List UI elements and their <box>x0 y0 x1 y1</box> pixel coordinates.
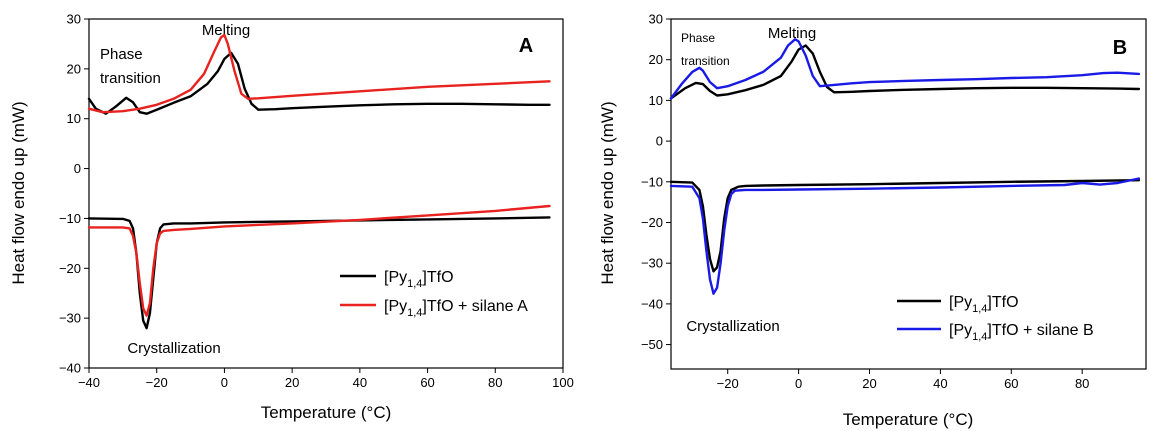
chart-panel-B: −20 0 20 40 60 80 −50 −40 −30 −20 −10 0 10 20 30 Temper… <box>598 12 1147 429</box>
x-tick-label: 80 <box>488 375 502 390</box>
x-tick-label: 0 <box>221 375 228 390</box>
y-axis-label: Heat flow endo up (mW) <box>9 101 28 284</box>
series-line-2-heating <box>669 38 1141 100</box>
x-tick-label: 100 <box>552 375 574 390</box>
y-tick-label: −10 <box>641 174 663 189</box>
x-tick-label: −20 <box>717 376 739 391</box>
plot-frame <box>670 18 1147 370</box>
series-line-2-heating <box>87 33 551 114</box>
x-tick-label: −20 <box>146 375 168 390</box>
x-tick-label: −40 <box>78 375 100 390</box>
x-tick-label: 40 <box>353 375 367 390</box>
legend-entry: [Py1,4]TfO + silane A <box>384 298 528 319</box>
x-tick-label: 80 <box>1075 376 1089 391</box>
y-tick-label: 10 <box>649 93 663 108</box>
y-tick-label: −10 <box>59 211 81 226</box>
plot-frame <box>88 18 564 369</box>
x-tick-label: 20 <box>862 376 876 391</box>
y-tick-label: −20 <box>641 215 663 230</box>
legend-entry: [Py1,4]TfO <box>384 269 454 290</box>
y-tick-label: −50 <box>641 337 663 352</box>
series-line-2-cooling <box>669 177 1141 295</box>
y-tick-label: 20 <box>67 61 81 76</box>
annotation: Melting <box>768 25 816 42</box>
y-tick-label: 0 <box>656 134 663 149</box>
series-line-2-cooling <box>87 204 551 317</box>
series-line-1-cooling <box>669 178 1141 273</box>
x-tick-label: 60 <box>420 375 434 390</box>
legend-entry: [Py1,4]TfO <box>949 294 1019 315</box>
y-tick-label: −30 <box>59 311 81 326</box>
x-tick-label: 20 <box>285 375 299 390</box>
y-tick-label: 0 <box>74 161 81 176</box>
panel-label: A <box>519 35 533 57</box>
annotation: Crystallization <box>127 340 220 357</box>
chart-panel-A: −40 −20 0 20 40 60 80 100 −40 −30 −20 −10 0 10 20 30 Tem… <box>9 12 574 423</box>
y-tick-label: −30 <box>641 256 663 271</box>
y-tick-label: 10 <box>67 111 81 126</box>
y-tick-label: −20 <box>59 261 81 276</box>
series-line-1-heating <box>669 44 1141 100</box>
y-tick-label: 30 <box>649 12 663 27</box>
y-tick-label: 20 <box>649 52 663 67</box>
y-tick-label: 30 <box>67 12 81 27</box>
x-axis-label: Temperature (°C) <box>843 410 974 429</box>
annotation: Phase <box>681 31 715 45</box>
y-axis-label: Heat flow endo up (mW) <box>598 101 617 284</box>
annotation: transition <box>100 70 161 87</box>
y-tick-label: −40 <box>641 296 663 311</box>
y-tick-label: −40 <box>59 361 81 376</box>
legend-entry: [Py1,4]TfO + silane B <box>949 322 1094 343</box>
annotation: Crystallization <box>686 318 779 335</box>
annotation: transition <box>681 54 730 68</box>
x-axis-label: Temperature (°C) <box>261 403 392 422</box>
x-tick-label: 60 <box>1004 376 1018 391</box>
annotation: Phase <box>100 46 143 63</box>
annotation: Melting <box>202 22 250 39</box>
x-tick-label: 0 <box>795 376 802 391</box>
panel-label: B <box>1113 37 1127 59</box>
x-tick-label: 40 <box>933 376 947 391</box>
